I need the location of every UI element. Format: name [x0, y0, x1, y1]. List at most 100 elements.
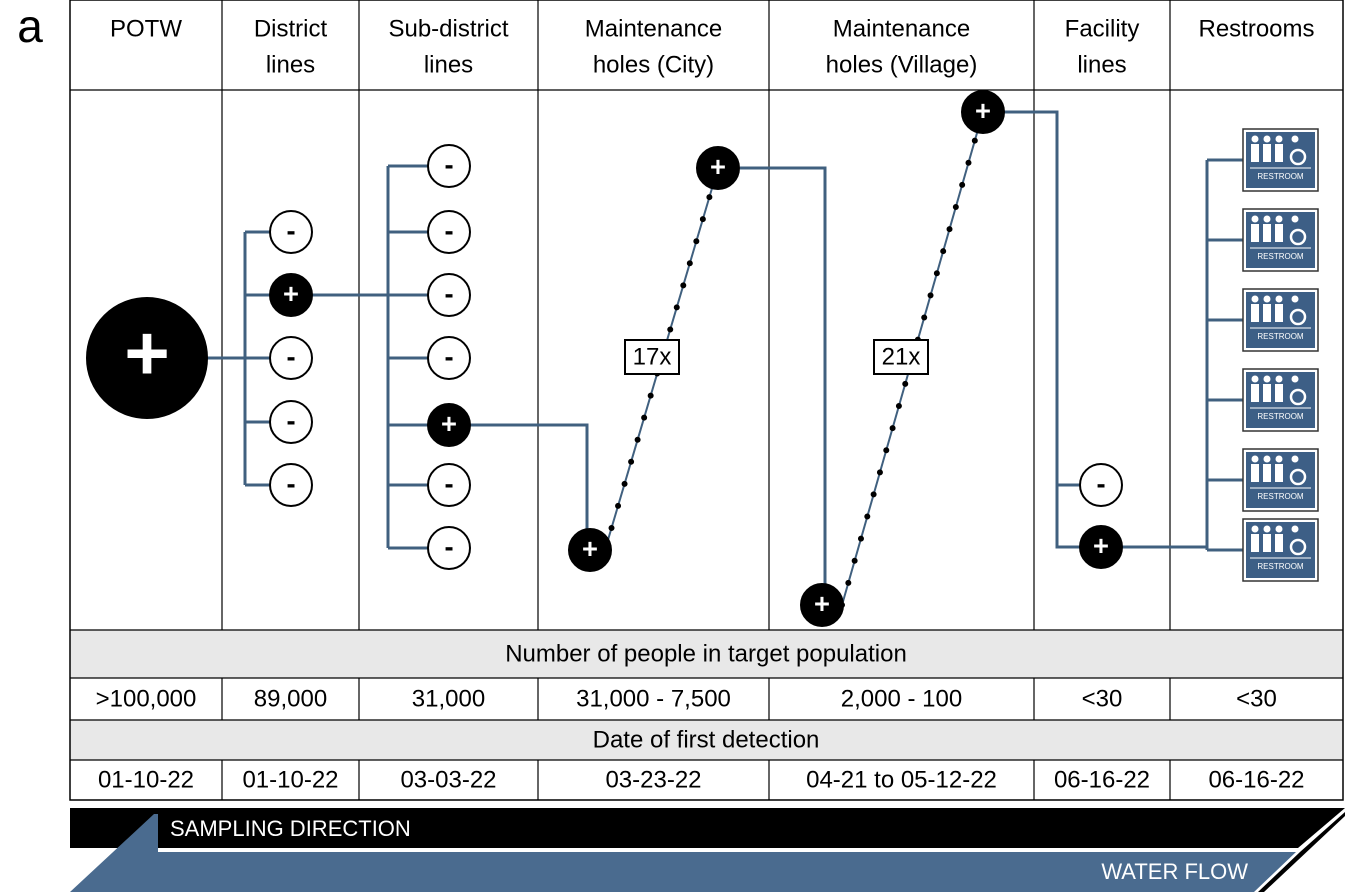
node: [427, 526, 471, 570]
person-head: [1263, 455, 1271, 463]
column-header: Restrooms: [1198, 15, 1314, 42]
table-border: [69, 0, 1344, 801]
population-value: <30: [1082, 685, 1123, 712]
person-body: [1263, 224, 1271, 242]
column-header: lines: [266, 51, 315, 78]
date-value: 03-23-22: [605, 766, 701, 793]
wheelchair: [1289, 228, 1307, 246]
row-bg: [70, 630, 1343, 678]
node-sign: -: [444, 149, 453, 180]
node: [427, 144, 471, 188]
wheelchair-head: [1291, 295, 1299, 303]
person-body: [1275, 384, 1283, 402]
node: [427, 463, 471, 507]
slope-dots: [602, 165, 721, 553]
wheelchair-head: [1291, 525, 1299, 533]
population-value: >100,000: [96, 685, 197, 712]
wheelchair-head: [1291, 455, 1299, 463]
sampling-label: SAMPLING DIRECTION: [170, 816, 411, 841]
node: [427, 273, 471, 317]
column-header: holes (City): [593, 51, 714, 78]
node: [269, 273, 313, 317]
person-head: [1251, 525, 1259, 533]
person-body: [1251, 534, 1259, 552]
node: [696, 146, 740, 190]
fold-label: 17x: [633, 343, 672, 370]
node-sign: +: [582, 533, 598, 564]
fold-box: [873, 339, 929, 375]
connector: [740, 166, 827, 590]
restroom-label: RESTROOM: [1257, 562, 1304, 571]
node: [568, 528, 612, 572]
node: [427, 210, 471, 254]
person-body: [1263, 384, 1271, 402]
node-sign: -: [286, 405, 295, 436]
wheelchair-head: [1291, 375, 1299, 383]
person-head: [1275, 525, 1283, 533]
person-body: [1263, 464, 1271, 482]
wheelchair: [1289, 538, 1307, 556]
date-heading: Date of first detection: [593, 726, 820, 753]
node: [961, 90, 1005, 134]
person-head: [1275, 455, 1283, 463]
person-head: [1263, 375, 1271, 383]
person-head: [1251, 375, 1259, 383]
node: [269, 336, 313, 380]
date-value: 06-16-22: [1208, 766, 1304, 793]
flow-label: WATER FLOW: [1101, 859, 1248, 884]
person-head: [1263, 525, 1271, 533]
column-header: Facility: [1065, 15, 1140, 42]
date-value: 04-21 to 05-12-22: [806, 766, 997, 793]
person-head: [1275, 375, 1283, 383]
node-sign: +: [710, 151, 726, 182]
person-body: [1251, 304, 1259, 322]
date-value: 01-10-22: [98, 766, 194, 793]
column-header: Maintenance: [585, 15, 722, 42]
restroom-label: RESTROOM: [1257, 492, 1304, 501]
population-value: 2,000 - 100: [841, 685, 962, 712]
flow-arrow-head: [1258, 812, 1345, 892]
node-sign: +: [1093, 530, 1109, 561]
person-body: [1251, 464, 1259, 482]
wheelchair: [1289, 148, 1307, 166]
restroom-label: RESTROOM: [1257, 412, 1304, 421]
node-sign: -: [1096, 468, 1105, 499]
person-head: [1275, 135, 1283, 143]
person-head: [1275, 215, 1283, 223]
node-sign: -: [286, 341, 295, 372]
node-sign: -: [286, 468, 295, 499]
node: [427, 336, 471, 380]
person-head: [1251, 455, 1259, 463]
restroom-label: RESTROOM: [1257, 252, 1304, 261]
column-header: District: [254, 15, 328, 42]
node: [1079, 463, 1123, 507]
node-sign: +: [814, 588, 830, 619]
node-sign: +: [975, 95, 991, 126]
population-value: <30: [1236, 685, 1277, 712]
fold-label: 21x: [882, 343, 921, 370]
restroom-label: RESTROOM: [1257, 332, 1304, 341]
date-value: 06-16-22: [1054, 766, 1150, 793]
node: [269, 210, 313, 254]
wheelchair-head: [1291, 215, 1299, 223]
person-body: [1275, 304, 1283, 322]
node-sign: -: [444, 278, 453, 309]
node: [1079, 525, 1123, 569]
person-body: [1251, 384, 1259, 402]
column-header: Sub-district: [388, 15, 508, 42]
node-sign: -: [286, 215, 295, 246]
column-header: Maintenance: [833, 15, 970, 42]
population-value: 31,000: [412, 685, 485, 712]
person-body: [1275, 224, 1283, 242]
wheelchair: [1289, 388, 1307, 406]
node-sign: +: [124, 309, 170, 397]
node: [427, 403, 471, 447]
connector: [1004, 110, 1080, 549]
node: [269, 400, 313, 444]
wheelchair-head: [1291, 135, 1299, 143]
person-body: [1275, 534, 1283, 552]
wheelchair: [1289, 468, 1307, 486]
node: [86, 297, 208, 419]
column-header: lines: [1077, 51, 1126, 78]
